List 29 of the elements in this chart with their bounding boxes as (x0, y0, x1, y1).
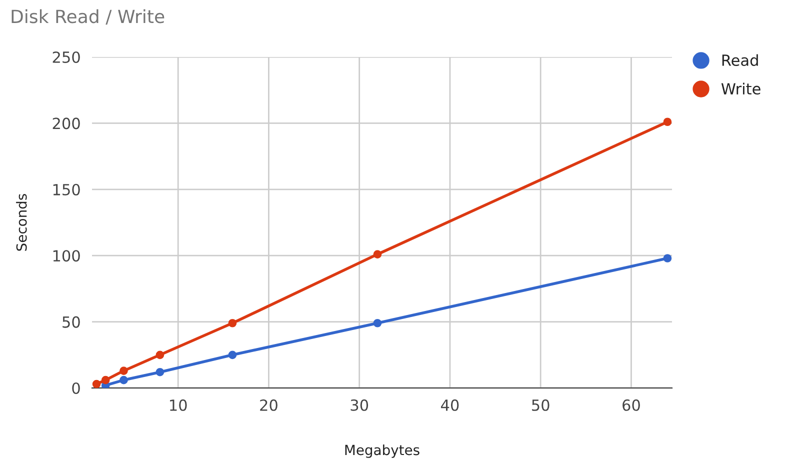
chart-title: Disk Read / Write (12, 9, 164, 25)
x-axis-title: Megabytes (345, 444, 420, 458)
point (120, 366, 128, 375)
x-tick-label: 10 (170, 399, 187, 411)
x-tick-label: 50 (532, 399, 550, 411)
point (156, 368, 164, 376)
y-tick-label: 100 (53, 250, 80, 262)
point (156, 350, 164, 360)
point (663, 254, 672, 262)
point (101, 376, 110, 384)
legend-label: Read (722, 54, 758, 66)
point (228, 350, 237, 360)
point (92, 380, 101, 388)
y-axis-title: Seconds (16, 194, 27, 251)
x-tick-label: 40 (440, 399, 459, 411)
y-tick-label: 150 (53, 184, 80, 196)
point (228, 318, 237, 328)
point (663, 118, 672, 126)
point (120, 376, 128, 384)
y-tick-label: 200 (52, 118, 80, 130)
x-tick-label: 30 (350, 399, 368, 411)
x-tick-label: 20 (260, 399, 278, 411)
y-tick-label: 50 (62, 316, 80, 328)
x-tick-label: 60 (622, 399, 640, 411)
y-tick-label: 0 (72, 382, 80, 394)
legend-label: Write (721, 82, 760, 95)
point (373, 250, 382, 258)
point (373, 318, 382, 328)
y-tick-label: 250 (52, 51, 80, 64)
